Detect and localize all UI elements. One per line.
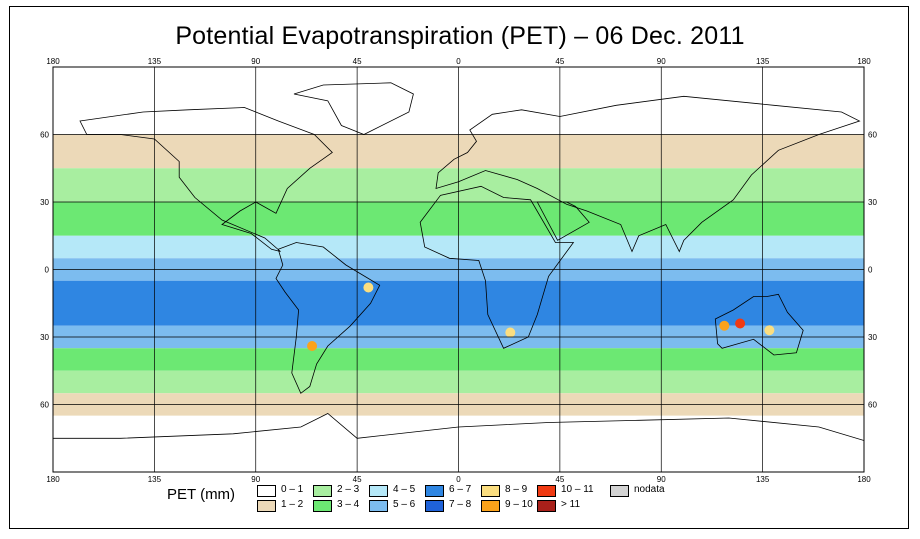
tick-lon-bottom: 135 bbox=[148, 475, 162, 484]
legend-label: 6 – 7 bbox=[449, 484, 472, 495]
legend-swatch bbox=[257, 500, 276, 512]
legend-label: 9 – 10 bbox=[505, 499, 533, 510]
page-title: Potential Evapotranspiration (PET) – 06 … bbox=[175, 22, 745, 50]
tick-lat-left: 30 bbox=[40, 198, 49, 207]
legend-label: 0 – 1 bbox=[281, 484, 304, 495]
legend-label: > 11 bbox=[561, 499, 580, 510]
legend-swatch bbox=[313, 485, 332, 497]
tick-lon-bottom: 45 bbox=[555, 475, 564, 484]
tick-lon-top: 180 bbox=[46, 57, 60, 66]
tick-lon-bottom: 180 bbox=[46, 475, 60, 484]
coastline-africa bbox=[419, 185, 575, 349]
tick-lon-bottom: 90 bbox=[657, 475, 666, 484]
tick-lon-bottom: 180 bbox=[857, 475, 871, 484]
tick-lat-left: 60 bbox=[40, 131, 49, 140]
tick-lat-right: 60 bbox=[868, 131, 877, 140]
legend-swatch bbox=[369, 485, 388, 497]
legend-swatch bbox=[481, 500, 500, 512]
coastline-greenland bbox=[293, 82, 414, 135]
legend-label: 5 – 6 bbox=[393, 499, 416, 510]
tick-lon-top: 135 bbox=[148, 57, 162, 66]
legend-label: 2 – 3 bbox=[337, 484, 360, 495]
legend-label: 8 – 9 bbox=[505, 484, 528, 495]
tick-lat-left: 30 bbox=[40, 333, 49, 342]
tick-lon-top: 45 bbox=[555, 57, 564, 66]
legend-label: nodata bbox=[634, 484, 665, 495]
hotspot-southern-africa bbox=[505, 327, 516, 338]
legend-label: 7 – 8 bbox=[449, 499, 472, 510]
hotspot-western-australia bbox=[719, 320, 730, 331]
tick-lat-right: 60 bbox=[868, 401, 877, 410]
tick-lon-top: 0 bbox=[456, 57, 461, 66]
hotspot-central-australia bbox=[735, 318, 746, 329]
legend-swatch bbox=[425, 485, 444, 497]
map-border bbox=[52, 66, 865, 473]
legend-label: 4 – 5 bbox=[393, 484, 416, 495]
legend-swatch bbox=[537, 500, 556, 512]
tick-lon-bottom: 0 bbox=[456, 475, 461, 484]
legend-title: PET (mm) bbox=[167, 486, 236, 503]
legend-swatch bbox=[481, 485, 500, 497]
legend-label: 1 – 2 bbox=[281, 499, 304, 510]
tick-lon-bottom: 45 bbox=[353, 475, 362, 484]
tick-lon-top: 90 bbox=[657, 57, 666, 66]
axis-ticks: 180 180 135 135 90 90 45 45 0 0 45 45 90 90 135 135 180 1… bbox=[40, 57, 877, 484]
legend-label: 10 – 11 bbox=[561, 484, 594, 495]
tick-lat-right: 30 bbox=[868, 333, 877, 342]
tick-lat-left: 0 bbox=[45, 266, 50, 275]
tick-lat-right: 30 bbox=[868, 198, 877, 207]
hotspot-ne-brazil bbox=[363, 282, 374, 293]
coastline-north-america bbox=[79, 107, 333, 252]
legend-label: 3 – 4 bbox=[337, 499, 360, 510]
legend-swatch bbox=[425, 500, 444, 512]
pet-hotspots bbox=[307, 282, 775, 351]
legend-swatch bbox=[257, 485, 276, 497]
hotspot-argentina bbox=[307, 341, 318, 351]
legend-swatch bbox=[369, 500, 388, 512]
coastline-eurasia bbox=[435, 95, 861, 253]
hotspot-eastern-australia bbox=[764, 325, 775, 336]
legend-swatch bbox=[610, 485, 629, 497]
coastline-south-america bbox=[275, 242, 381, 394]
coastline-australia bbox=[714, 293, 804, 356]
legend-swatch bbox=[313, 500, 332, 512]
tick-lon-top: 45 bbox=[353, 57, 362, 66]
tick-lat-left: 60 bbox=[40, 401, 49, 410]
tick-lon-top: 180 bbox=[857, 57, 871, 66]
tick-lon-bottom: 90 bbox=[251, 475, 260, 484]
tick-lon-bottom: 135 bbox=[756, 475, 770, 484]
tick-lon-top: 90 bbox=[251, 57, 260, 66]
tick-lat-right: 0 bbox=[868, 266, 873, 275]
legend-swatch bbox=[537, 485, 556, 497]
tick-lon-top: 135 bbox=[756, 57, 770, 66]
